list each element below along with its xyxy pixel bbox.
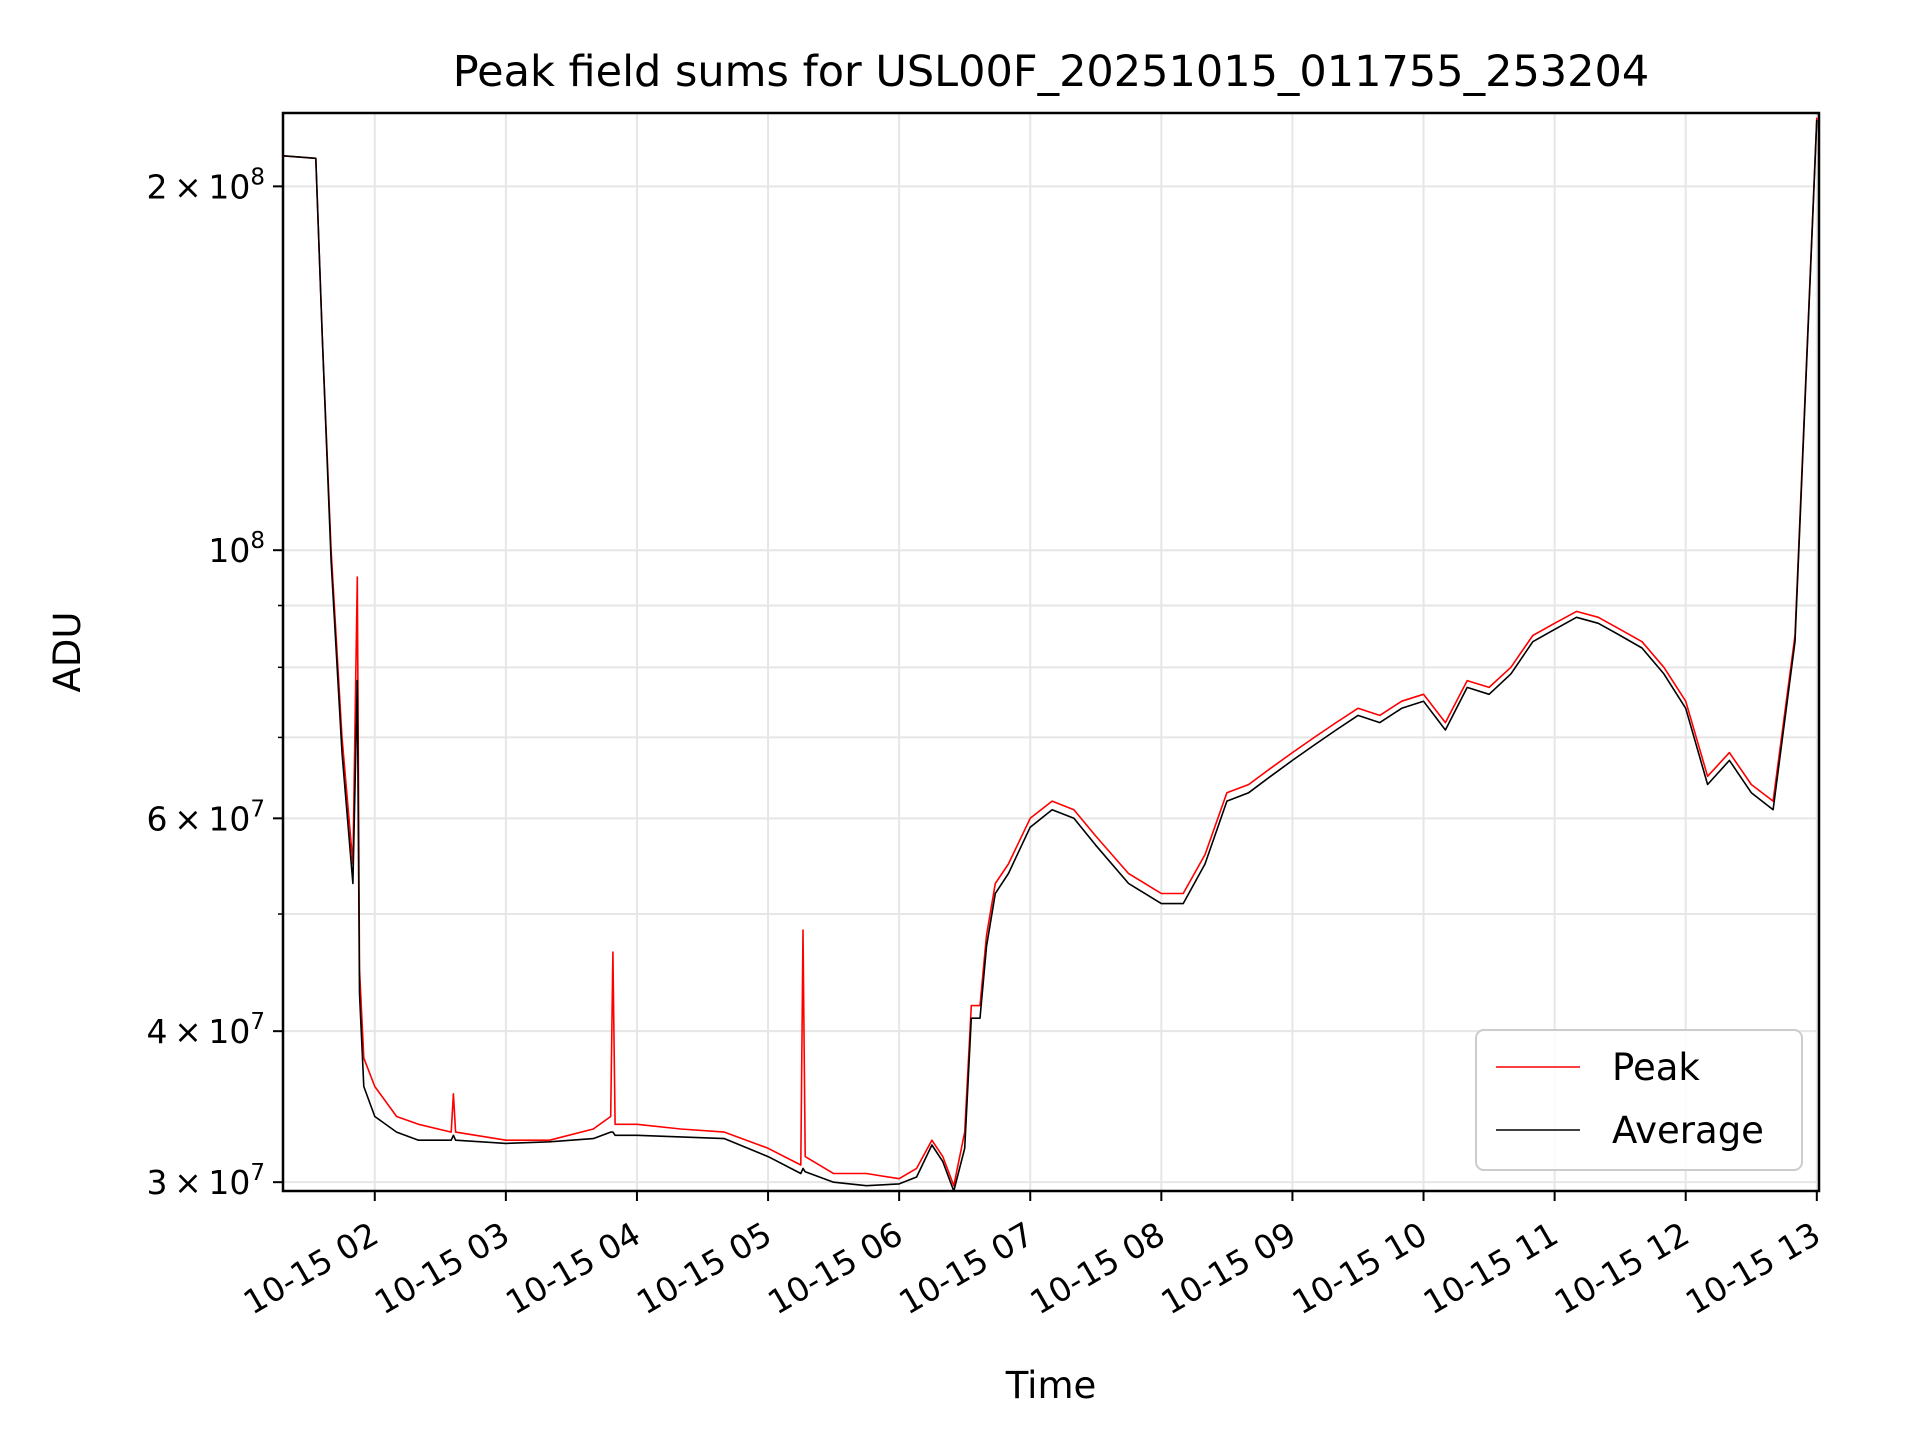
chart-title: Peak field sums for USL00F_20251015_0117… (453, 47, 1649, 97)
plot-area-frame (281, 111, 1821, 1193)
y-tick-label: 4 × 107 (147, 1009, 265, 1051)
y-tick-label: 2 × 108 (147, 164, 265, 206)
legend-box (1475, 1029, 1803, 1171)
legend-label-peak: Peak (1612, 1046, 1700, 1089)
legend: Peak Average (1475, 1029, 1803, 1171)
y-axis-title: ADU (46, 612, 89, 693)
series-line-average (283, 119, 1818, 1191)
y-tick-label: 6 × 107 (147, 796, 265, 838)
legend-label-average: Average (1612, 1109, 1764, 1152)
y-tick-label: 3 × 107 (147, 1160, 265, 1202)
x-axis-title: Time (1005, 1364, 1097, 1407)
y-axis-ticks: 3 × 107 4 × 107 6 × 107 108 2 × 108 (147, 164, 283, 1202)
series-line-peak (283, 117, 1818, 1187)
y-tick-label: 108 (208, 528, 265, 570)
series-layer (283, 117, 1818, 1191)
